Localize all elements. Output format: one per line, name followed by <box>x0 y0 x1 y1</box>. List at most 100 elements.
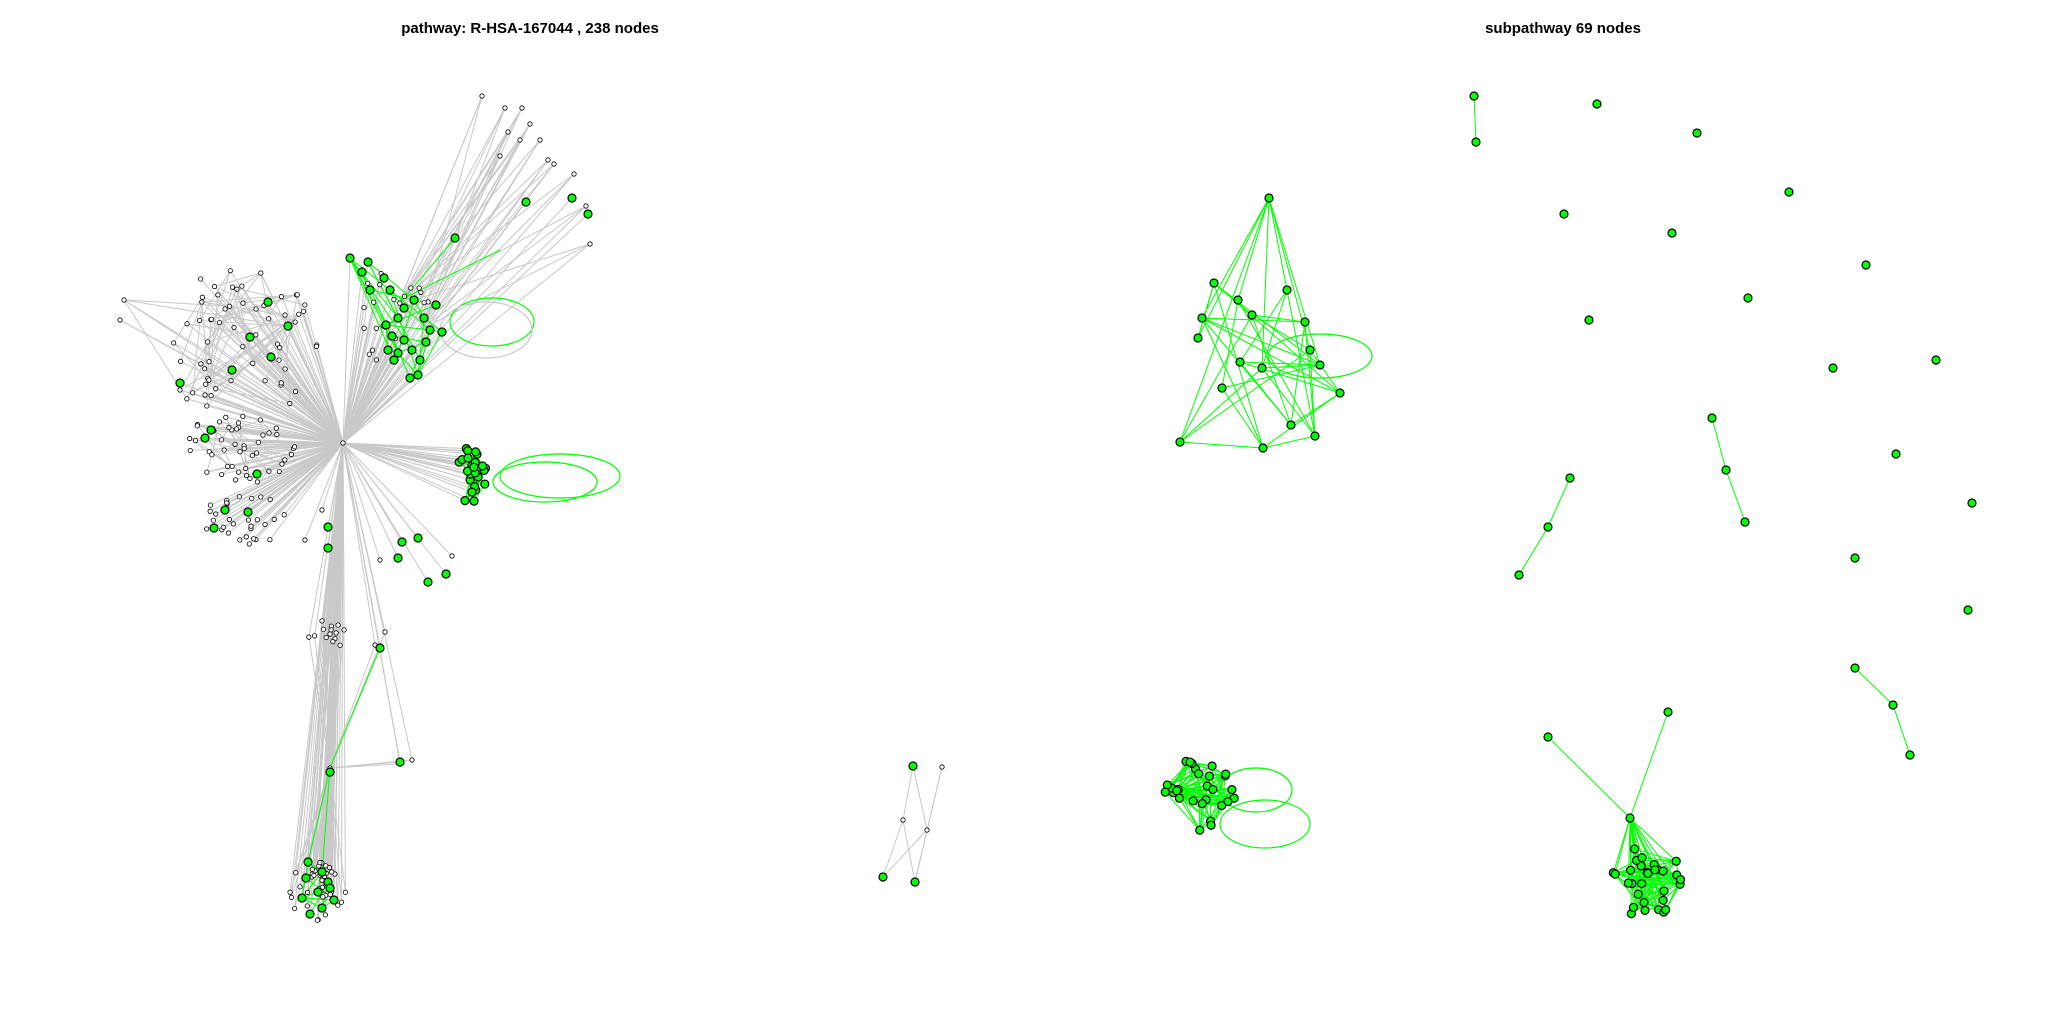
pathway-highlight-node <box>283 321 293 331</box>
pathway-edge <box>239 442 344 541</box>
subpathway-node <box>900 817 906 823</box>
pathway-node <box>291 444 298 450</box>
pathway-edge <box>329 767 342 903</box>
subpathway-node <box>1630 844 1640 854</box>
pathway-highlight-node <box>243 507 253 517</box>
pathway-highlight-edge <box>367 261 399 319</box>
pathway-edge <box>342 271 363 444</box>
pathway-nodes <box>117 93 593 923</box>
pathway-node <box>313 343 320 350</box>
subpathway-node <box>1160 787 1170 797</box>
pathway-edges <box>119 95 621 921</box>
pathway-highlight-node <box>357 267 367 277</box>
pathway-edge <box>342 261 369 444</box>
pathway-highlight-node <box>409 295 419 305</box>
pathway-highlight-node <box>389 355 399 365</box>
pathway-edge <box>342 299 415 444</box>
pathway-node <box>222 306 228 312</box>
pathway-node <box>292 388 299 395</box>
subpathway-edge <box>882 819 904 878</box>
subpathway-node <box>1188 796 1198 806</box>
pathway-edge <box>119 319 202 365</box>
pathway-highlight-node <box>303 857 313 867</box>
subpathway-node <box>1195 825 1205 835</box>
pathway-node <box>194 423 200 429</box>
pathway-node <box>371 299 377 305</box>
pathway-node <box>249 452 255 459</box>
pathway-node <box>327 631 333 637</box>
pathway-node <box>184 396 190 402</box>
pathway-highlight-node <box>393 313 403 323</box>
pathway-node <box>583 203 589 209</box>
pathway-edge <box>208 379 344 444</box>
pathway-highlight-node <box>399 335 409 345</box>
pathway-highlight-node <box>583 209 593 219</box>
pathway-edge <box>329 767 346 893</box>
pathway-highlight-node <box>325 767 335 777</box>
pathway-highlight-node <box>397 537 407 547</box>
pathway-highlight-node <box>227 365 237 375</box>
pathway-edge <box>231 429 270 472</box>
pathway-edge <box>329 632 337 769</box>
pathway-node <box>342 889 349 895</box>
pathway-node <box>519 105 525 111</box>
subpathway-edge <box>902 819 916 883</box>
pathway-edge <box>199 270 231 321</box>
subpathway-node <box>1671 856 1681 866</box>
pathway-self-loop <box>439 301 533 359</box>
pathway-edge <box>342 173 575 444</box>
subpathway-node <box>1209 278 1219 288</box>
pathway-node <box>328 627 334 633</box>
pathway-node <box>206 377 212 383</box>
pathway-node <box>571 171 577 177</box>
pathway-highlight-node <box>345 253 355 263</box>
subpathway-node <box>1931 355 1941 365</box>
pathway-edge <box>235 442 344 445</box>
pathway-node <box>322 912 328 918</box>
subpathway-node <box>1650 865 1660 875</box>
subpathway-node <box>1623 878 1633 888</box>
pathway-highlight-node <box>477 461 488 471</box>
pathway-node <box>278 380 284 386</box>
subpathway-node <box>1194 769 1204 779</box>
subpathway-network <box>878 91 1977 919</box>
subpathway-edge <box>1261 367 1316 437</box>
pathway-node <box>421 300 427 306</box>
pathway-edge <box>179 322 220 391</box>
subpathway-edge <box>1221 387 1264 449</box>
pathway-edge <box>123 299 287 327</box>
pathway-node <box>282 457 288 463</box>
pathway-node <box>198 276 204 282</box>
subpathway-node <box>1658 895 1668 905</box>
subpathway-node <box>1625 813 1635 823</box>
pathway-edge <box>206 294 219 406</box>
subpathway-edge <box>1201 197 1270 319</box>
pathway-edge <box>192 362 253 394</box>
pathway-highlight-node <box>375 643 385 653</box>
pathway-highlight-node <box>413 533 423 543</box>
subpathway-node <box>908 761 918 771</box>
subpathway-node <box>1633 889 1643 899</box>
pathway-edge <box>225 416 344 444</box>
subpathway-edge <box>1179 797 1201 831</box>
subpathway-edge <box>1637 874 1677 895</box>
pathway-edge <box>287 325 344 444</box>
subpathway-node <box>1247 310 1257 320</box>
pathway-edge <box>179 321 296 391</box>
pathway-node <box>204 469 210 475</box>
pathway-highlight-node <box>317 903 327 913</box>
pathway-edge <box>258 441 294 449</box>
pathway-edge <box>231 369 344 444</box>
pathway-node <box>254 479 260 485</box>
pathway-node <box>243 534 249 540</box>
pathway-node <box>274 341 281 347</box>
pathway-highlight-edge <box>417 317 425 376</box>
pathway-node <box>221 447 227 453</box>
pathway-node <box>260 432 266 438</box>
pathway-node <box>373 357 379 363</box>
subpathway-edge <box>1631 879 1681 915</box>
subpathway-edge <box>1261 364 1321 369</box>
pathway-highlight-node <box>405 373 415 383</box>
pathway-edge <box>284 368 344 444</box>
subpathway-node <box>1905 750 1915 760</box>
